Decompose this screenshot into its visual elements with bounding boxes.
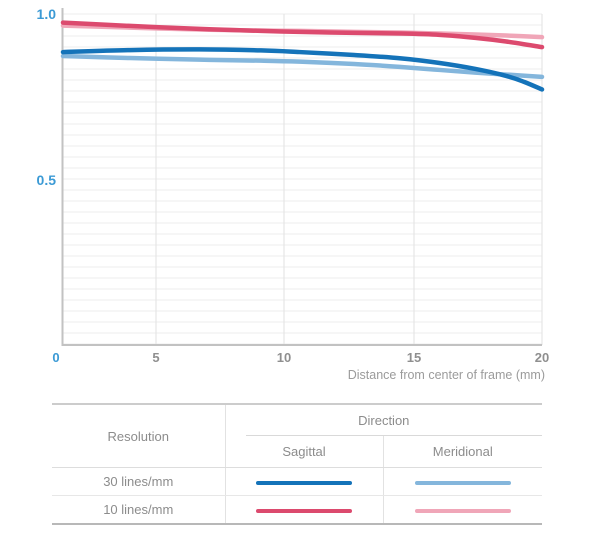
curve-30-lines-mm-sagittal xyxy=(60,47,545,92)
cell-10-sagittal xyxy=(225,496,383,525)
x-tick-label-10: 10 xyxy=(276,350,292,365)
legend-table: Resolution Direction Sagittal Meridional… xyxy=(52,403,543,525)
swatch-30-sagittal-line xyxy=(256,480,352,485)
direction-header-label: Direction xyxy=(358,413,410,428)
swatch-10-meridional-line xyxy=(414,508,511,513)
x-axis-title: Distance from center of frame (mm) xyxy=(347,368,545,382)
cell-30-meridional xyxy=(382,467,543,496)
direction-header: Direction xyxy=(225,404,543,436)
legend-row-10-lines: 10 lines/mm xyxy=(52,495,543,525)
resolution-header: Resolution xyxy=(52,404,226,468)
mtf-chart: 1.0 0.5 0 5 10 15 20 Distance from center of … xyxy=(36,6,550,382)
row-label-30-lines: 30 lines/mm xyxy=(52,467,226,496)
legend-row-30-lines: 30 lines/mm xyxy=(52,467,543,496)
sagittal-header: Sagittal xyxy=(225,436,383,468)
cell-10-meridional xyxy=(382,495,543,524)
cell-30-sagittal xyxy=(225,467,383,496)
curve-30-lines-mm-meridional xyxy=(60,53,545,80)
y-tick-label-1.0: 1.0 xyxy=(36,6,56,22)
direction-underline xyxy=(245,435,543,436)
x-tick-label-15: 15 xyxy=(406,350,422,365)
row-label-10-lines: 10 lines/mm xyxy=(52,495,226,524)
meridional-header: Meridional xyxy=(382,436,543,468)
mtf-plot-canvas xyxy=(60,8,545,346)
x-tick-label-5: 5 xyxy=(152,350,160,365)
curve-10-lines-mm-sagittal xyxy=(60,20,545,50)
y-tick-label-0.5: 0.5 xyxy=(36,171,56,188)
x-tick-label-20: 20 xyxy=(534,350,550,365)
x-tick-label-0: 0 xyxy=(52,350,60,365)
swatch-30-meridional-line xyxy=(414,480,511,485)
legend-table-wrap: Resolution Direction Sagittal Meridional… xyxy=(52,403,543,525)
swatch-10-sagittal-line xyxy=(256,508,352,513)
